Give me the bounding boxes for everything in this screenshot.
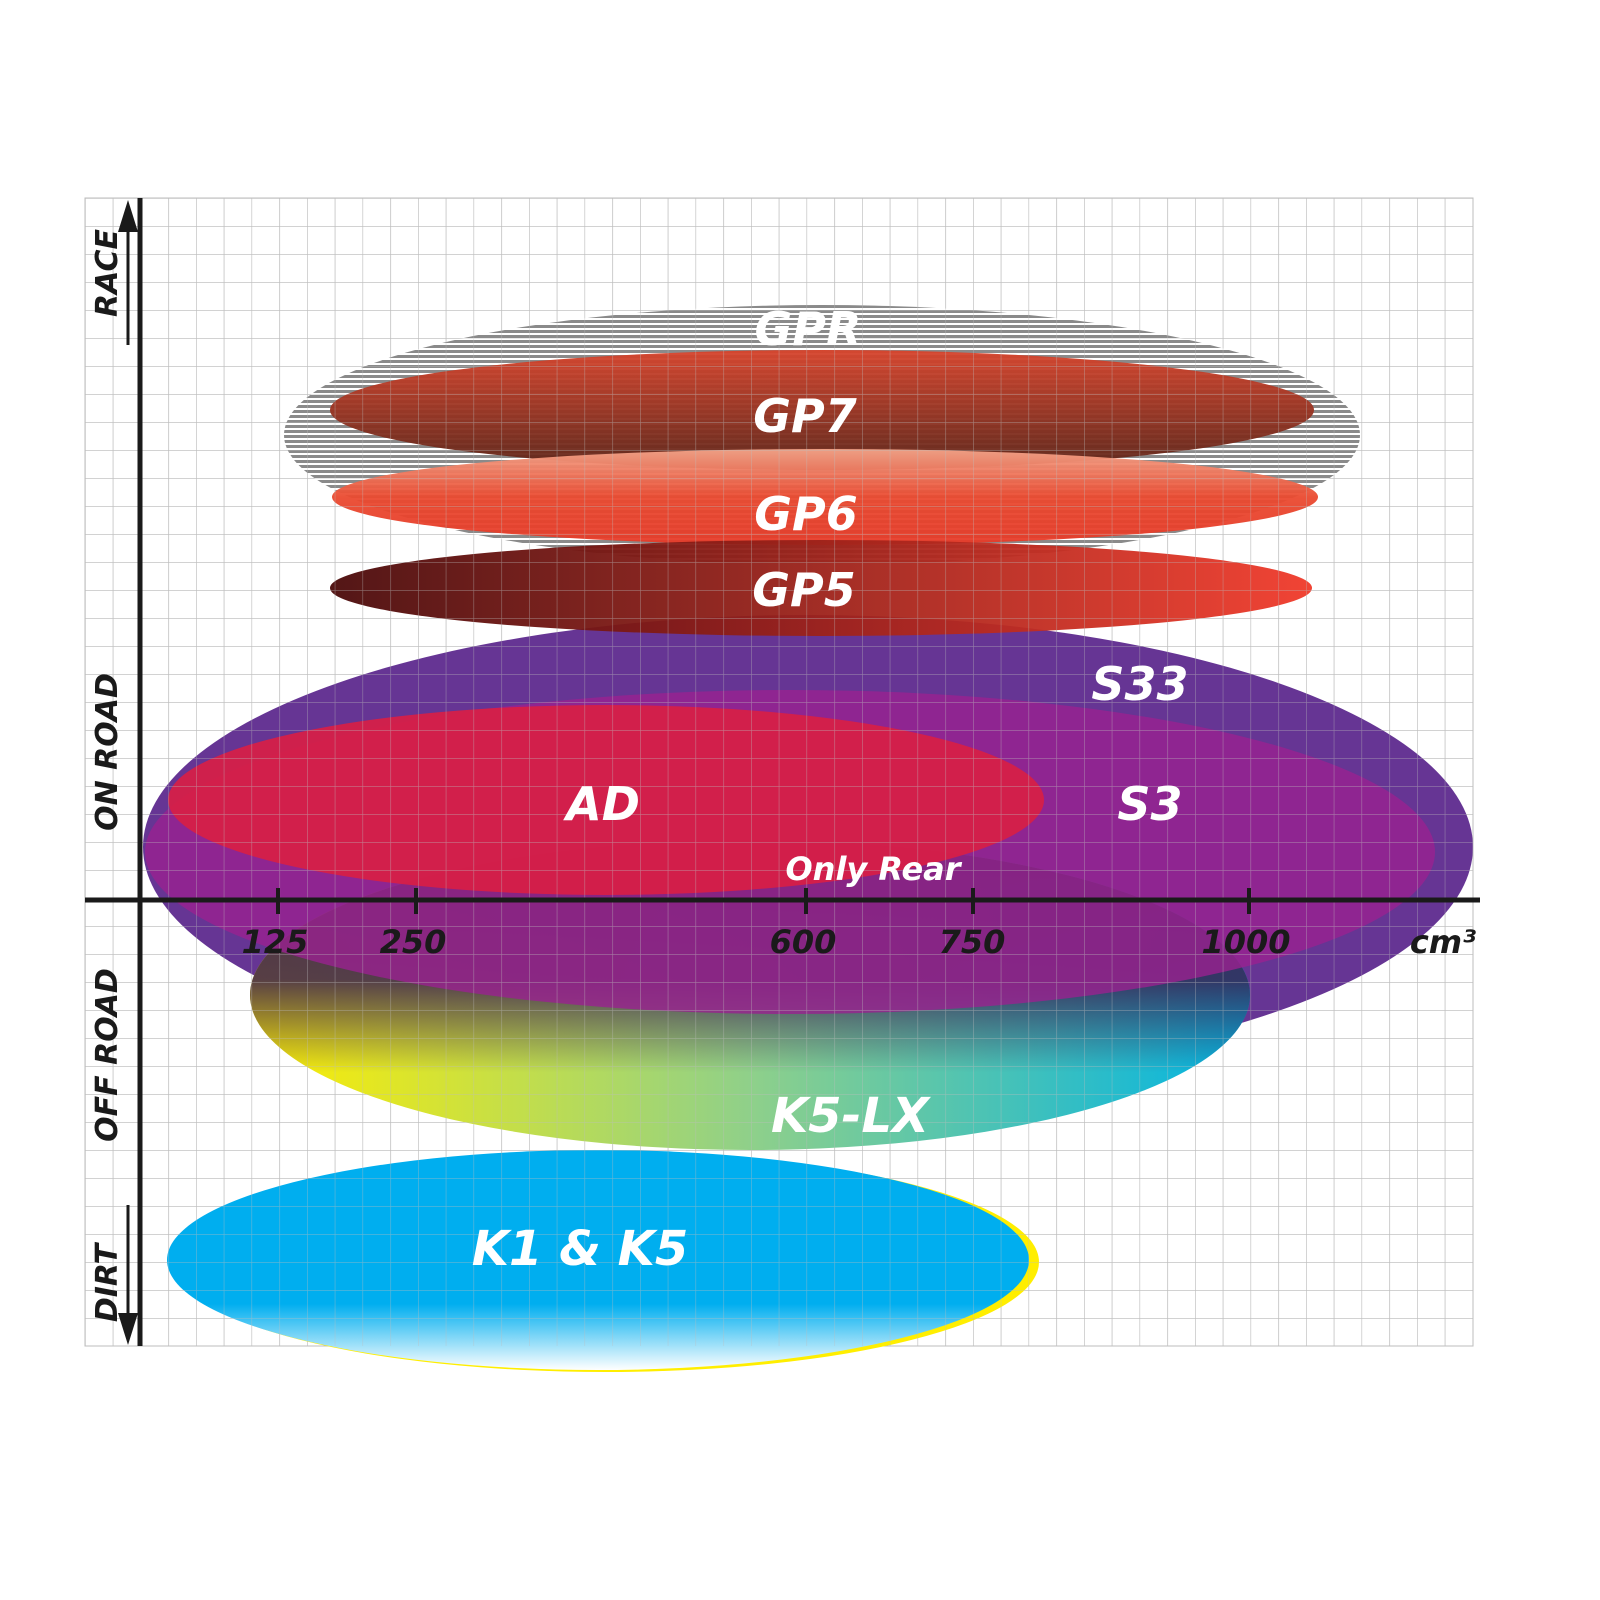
label-k5lx: K5-LX	[771, 1088, 931, 1144]
label-on-road: ON ROAD	[90, 673, 125, 831]
x-tick-600: 600	[770, 923, 837, 961]
x-ticks	[276, 888, 1251, 914]
label-gp5: GP5	[752, 563, 855, 617]
label-only-rear: Only Rear	[785, 850, 962, 888]
label-ad: AD	[563, 777, 640, 831]
label-race: RACE	[90, 229, 125, 317]
x-unit: cm³	[1410, 923, 1476, 961]
label-k1-k5: K1 & K5	[472, 1221, 688, 1277]
label-off-road: OFF ROAD	[90, 968, 125, 1142]
label-gpr: GPR	[755, 302, 862, 356]
x-tick-250: 250	[380, 923, 447, 961]
x-tick-750: 750	[939, 923, 1006, 961]
arrow-down-icon	[118, 1313, 138, 1345]
arrow-up-icon	[118, 200, 138, 232]
x-tick-1000: 1000	[1201, 923, 1290, 961]
grid-overlay	[85, 198, 1473, 1346]
label-gp6: GP6	[754, 487, 857, 541]
x-tick-125: 125	[242, 923, 309, 961]
label-s3: S3	[1117, 777, 1182, 831]
label-s33: S33	[1091, 657, 1188, 711]
label-dirt: DIRT	[90, 1241, 125, 1322]
label-gp7: GP7	[753, 389, 856, 443]
